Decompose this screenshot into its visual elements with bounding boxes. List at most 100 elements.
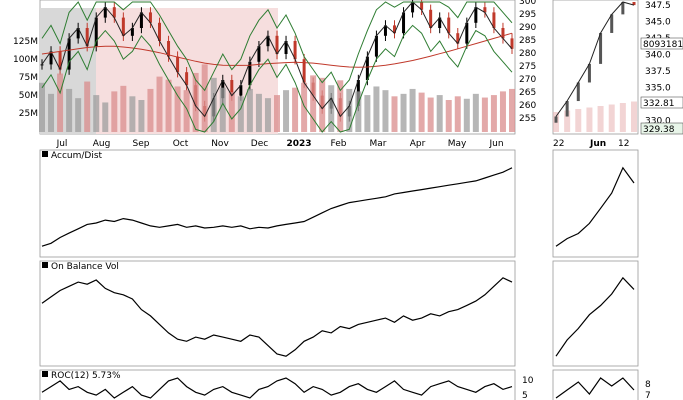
price-tick-label: 265 [519, 88, 536, 98]
price-candle [67, 38, 71, 70]
right-volume-bar [597, 106, 604, 132]
volume-bar [409, 88, 416, 132]
price-candle [94, 17, 98, 47]
price-candle [365, 56, 369, 80]
volume-bar [355, 91, 362, 132]
volume-bar [120, 85, 127, 132]
price-line-series [41, 1, 513, 118]
roc-line [41, 377, 513, 399]
right-volume-bar [631, 101, 637, 132]
value-tag-text: 329.38 [643, 125, 675, 135]
price-tick-label: 295 [519, 10, 536, 20]
volume-bar [499, 91, 506, 132]
price-candle [49, 51, 53, 65]
accum-dist-right-line [555, 166, 635, 247]
roc-right-tick-8: 8 [645, 380, 651, 390]
price-tick-label: 300 [519, 0, 536, 7]
volume-bar [192, 72, 199, 132]
price-candle [167, 41, 171, 57]
roc-label: ROC(12) 5.73% [42, 371, 121, 381]
obv-panel [39, 260, 516, 367]
month-label: Nov [211, 139, 229, 149]
volume-tick-label: 50M [19, 91, 38, 101]
month-label: Jul [56, 139, 68, 149]
volume-bar [391, 96, 398, 132]
accum-dist-panel [39, 149, 516, 258]
volume-tick-label: 25M [19, 109, 38, 119]
month-label: Dec [251, 139, 268, 149]
price-candle [148, 12, 152, 23]
price-candle [402, 12, 406, 34]
month-label: Feb [331, 139, 347, 149]
right-volume-bar [564, 110, 571, 132]
price-candle [248, 61, 252, 86]
value-tag-box [640, 122, 683, 135]
volume-bar [93, 95, 100, 132]
volume-bar [328, 85, 335, 132]
price-candle [58, 51, 62, 70]
price-candle [374, 35, 378, 57]
volume-bar [274, 95, 280, 132]
month-label: Jun [488, 139, 503, 149]
price-candle [411, 2, 415, 13]
price-candle [176, 56, 180, 73]
volume-bar [237, 96, 244, 132]
price-candle [40, 64, 44, 66]
price-candle [121, 17, 125, 36]
volume-bar [346, 88, 353, 132]
volume-bar [174, 86, 181, 132]
price-candle [185, 72, 189, 86]
right-price-candle [610, 14, 614, 33]
month-label: Mar [370, 139, 387, 149]
right-price-line [555, 1, 635, 117]
accum-dist-label-text: Accum/Dist [51, 151, 103, 161]
price-candle [456, 33, 460, 44]
bollinger-lower-band [41, 24, 513, 133]
volume-tick-label: 125M [13, 37, 38, 47]
roc-tick-10: 10 [522, 376, 534, 386]
right-price-tick-label: 347.5 [645, 1, 671, 11]
volume-bar [418, 92, 425, 132]
price-candle [447, 17, 451, 34]
right-price-tick-label: 340.0 [645, 51, 671, 61]
obv-line [41, 277, 513, 357]
price-candle [501, 28, 505, 39]
right-x-label: 12 [618, 139, 629, 149]
roc-right-tick-7: 7 [645, 391, 651, 400]
right-price-tick-label: 345.0 [645, 18, 671, 28]
volume-bar [138, 100, 145, 132]
bollinger-upper-band [41, 1, 513, 92]
right-price-tick-label: 335.0 [645, 84, 671, 94]
value-tag-text: 8093181 [643, 40, 683, 50]
price-candle [383, 25, 387, 36]
right-volume-bar [586, 107, 593, 132]
price-candle [492, 12, 496, 28]
price-candle [103, 7, 107, 18]
right-price-candle [587, 63, 591, 83]
volume-bar [219, 87, 226, 132]
roc-tick-5: 5 [522, 391, 528, 400]
accum-dist-label: Accum/Dist [42, 151, 103, 161]
volume-bar [337, 80, 344, 132]
price-tick-label: 280 [519, 49, 536, 59]
price-candle [112, 7, 116, 18]
right-price-candle [632, 2, 636, 6]
volume-bar [255, 93, 262, 132]
obv-label-text: On Balance Vol [51, 262, 119, 272]
volume-bar [129, 96, 136, 132]
price-candle [429, 9, 433, 29]
right-price-candle [554, 116, 558, 123]
accum-dist-line [41, 167, 513, 247]
price-candle [293, 41, 297, 60]
right-x-axis-labels: 22 Jun 12 [553, 139, 629, 149]
volume-bar [156, 76, 163, 132]
volume-bar [264, 98, 271, 132]
price-tick-label: 260 [519, 101, 536, 111]
volume-bar [75, 98, 82, 132]
right-price-candle [576, 82, 580, 102]
moving-average-line [41, 32, 513, 68]
price-candle [239, 85, 243, 96]
price-candle [85, 28, 89, 47]
right-price-candle [565, 101, 569, 117]
